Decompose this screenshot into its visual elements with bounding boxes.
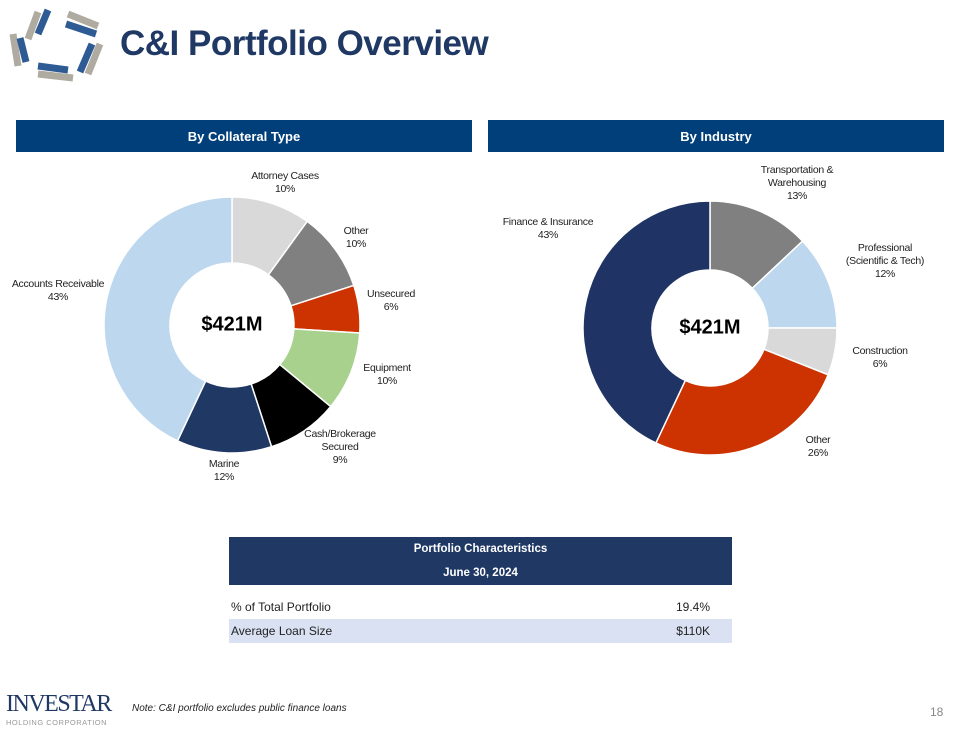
label-marine: Marine 12% [208,458,240,483]
page-title: C&I Portfolio Overview [120,24,489,63]
table-row: Average Loan Size $110K [229,619,732,643]
table-title: Portfolio Characteristics [229,537,732,561]
label-ar: Accounts Receivable 43% [11,278,105,303]
label-cash: Cash/Brokerage Secured 9% [304,428,376,466]
label-equipment: Equipment 10% [363,362,411,387]
portfolio-table: Portfolio Characteristics June 30, 2024 … [229,537,732,643]
label-construction: Construction 6% [852,345,908,370]
slice-other [654,348,830,456]
label-attorney: Attorney Cases 10% [251,170,319,195]
row-value: 19.4% [675,600,710,614]
collateral-center-label: $421M [201,313,263,336]
label-other-industry: Other 26% [805,434,831,459]
label-unsecured: Unsecured 6% [366,288,416,313]
label-transport: Transportation & Warehousing 13% [760,164,834,202]
row-label: Average Loan Size [231,624,333,638]
logo-subtitle: HOLDING CORPORATION [6,718,108,727]
table-subtitle: June 30, 2024 [229,561,732,585]
row-value: $110K [676,624,710,638]
investar-logo: INVESTAR HOLDING CORPORATION [6,690,121,728]
slice-finance-insurance [582,200,711,444]
footnote: Note: C&I portfolio excludes public fina… [132,703,347,714]
logo-wordmark: INVESTAR [6,691,112,717]
industry-center-label: $421M [679,316,741,339]
page-number: 18 [930,705,944,719]
collateral-header: By Collateral Type [16,120,472,152]
label-finance: Finance & Insurance 43% [502,216,594,241]
row-label: % of Total Portfolio [231,600,331,614]
star-logo-icon [9,8,104,82]
table-row: % of Total Portfolio 19.4% [229,595,732,619]
industry-header: By Industry [488,120,944,152]
slice-accounts-receivable [103,196,233,442]
label-other: Other 10% [343,225,369,250]
label-professional: Professional (Scientific & Tech) 12% [845,242,925,280]
